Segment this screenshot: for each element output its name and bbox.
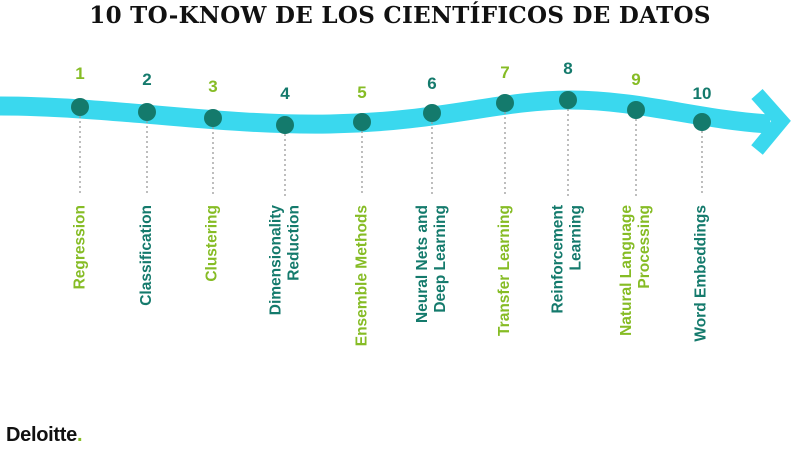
step-number-2: 2 [142, 70, 151, 89]
step-node-10 [693, 113, 711, 131]
step-label-10-line-1: Word Embeddings [693, 205, 710, 342]
step-label-2-line-1: Classification [138, 205, 155, 306]
step-node-7 [496, 94, 514, 112]
step-number-9: 9 [631, 70, 640, 89]
step-node-1 [71, 98, 89, 116]
step-node-4 [276, 116, 294, 134]
step-number-6: 6 [427, 74, 436, 93]
brand-name: Deloitte [6, 424, 77, 446]
step-label-8-line-1: Reinforcement [550, 205, 567, 314]
step-number-8: 8 [563, 59, 572, 78]
brand-logo: Deloitte. [6, 424, 83, 447]
step-label-7-line-1: Transfer Learning [496, 205, 513, 336]
step-label-5-line-1: Ensemble Methods [353, 205, 370, 347]
step-label-9-line-2: Processing [636, 205, 653, 289]
timeline-arrow [0, 90, 771, 134]
step-node-5 [353, 113, 371, 131]
step-number-10: 10 [693, 84, 712, 103]
brand-dot: . [76, 424, 83, 446]
step-label-6-line-1: Neural Nets and [414, 205, 431, 324]
step-label-4-line-1: Dimensionality [267, 205, 284, 316]
step-label-6-line-2: Deep Learning [432, 205, 449, 313]
step-label-1-line-1: Regression [71, 205, 88, 290]
step-number-1: 1 [75, 64, 84, 83]
step-label-3-line-1: Clustering [204, 205, 221, 282]
step-node-3 [204, 109, 222, 127]
step-node-2 [138, 103, 156, 121]
step-node-9 [627, 101, 645, 119]
step-number-5: 5 [357, 83, 366, 102]
step-node-6 [423, 104, 441, 122]
arrow-head-icon [751, 89, 791, 155]
step-label-4-line-2: Reduction [285, 205, 302, 281]
step-node-8 [559, 91, 577, 109]
step-number-3: 3 [208, 77, 217, 96]
step-number-7: 7 [500, 63, 509, 82]
page-title: 10 TO-KNOW DE LOS CIENTÍFICOS DE DATOS [89, 2, 711, 29]
step-label-8-line-2: Learning [568, 205, 585, 271]
step-number-4: 4 [280, 84, 290, 103]
step-label-9-line-1: Natural Language [618, 205, 635, 336]
